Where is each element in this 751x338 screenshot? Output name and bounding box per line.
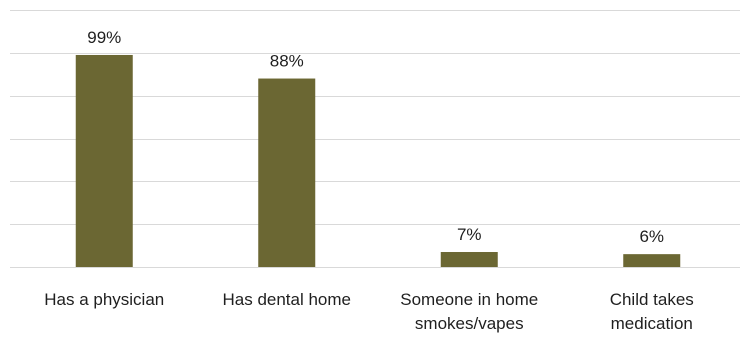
category-label: Has a physician [44, 290, 164, 309]
bar [623, 254, 681, 267]
category-label: Someone in home smokes/vapes [400, 290, 538, 333]
category-label-line: Has a physician [44, 290, 164, 309]
category-label-line: Has dental home [222, 290, 351, 309]
data-label: 88% [270, 52, 304, 71]
data-labels: 99% 88% 7% 6% [87, 28, 664, 246]
data-label: 7% [457, 225, 482, 244]
category-label-line: Someone in home [400, 290, 538, 309]
category-label-line: medication [611, 314, 693, 333]
bar [258, 78, 316, 268]
bar [75, 54, 133, 267]
category-label: Child takes medication [610, 290, 694, 333]
category-label-line: Child takes [610, 290, 694, 309]
data-label: 99% [87, 28, 121, 47]
category-labels: Has a physician Has dental home Someone in… [44, 290, 694, 333]
category-label: Has dental home [222, 290, 351, 309]
bars [75, 54, 681, 268]
data-label: 6% [639, 227, 664, 246]
category-label-line: smokes/vapes [415, 314, 524, 333]
bar [440, 252, 498, 267]
